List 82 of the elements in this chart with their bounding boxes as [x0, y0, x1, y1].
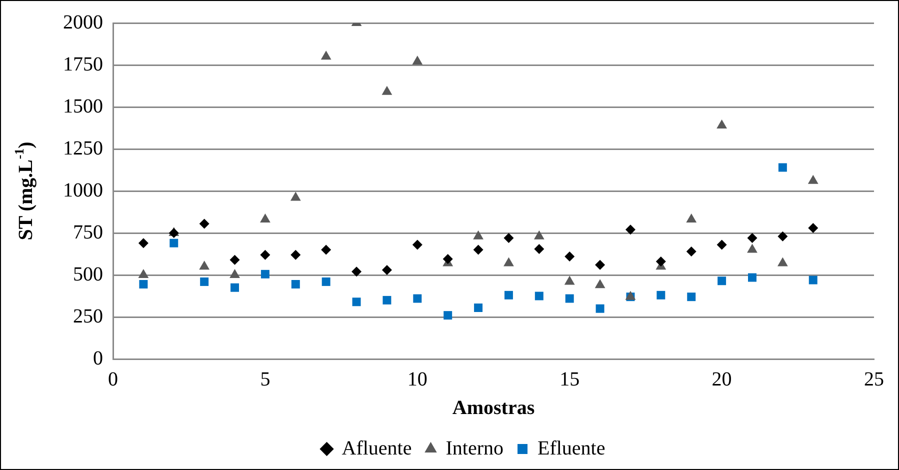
point	[656, 256, 666, 267]
point	[473, 244, 484, 255]
point	[596, 304, 604, 313]
point	[412, 240, 422, 250]
point	[686, 214, 697, 223]
point	[260, 214, 270, 223]
point	[747, 233, 758, 244]
legend-label: Efluente	[537, 437, 606, 460]
point	[170, 238, 178, 248]
point	[595, 260, 606, 270]
point	[199, 218, 210, 229]
x-tick-label: 25	[864, 368, 884, 390]
point	[687, 292, 696, 302]
y-tick-label: 1750	[63, 53, 103, 76]
point	[291, 280, 300, 288]
point	[290, 250, 301, 260]
y-tick-label: 0	[93, 347, 103, 370]
x-tick-label: 5	[260, 368, 270, 390]
point	[564, 276, 575, 285]
x-tick-label: 20	[712, 368, 732, 390]
point	[382, 86, 392, 95]
y-tick-label: 1500	[63, 95, 103, 118]
point	[412, 56, 423, 65]
point	[504, 290, 513, 300]
point	[777, 257, 788, 266]
point	[352, 266, 362, 277]
x-tick-label: 15	[560, 368, 580, 390]
point	[778, 163, 787, 172]
point	[718, 276, 726, 286]
point	[565, 294, 574, 303]
point	[808, 276, 818, 284]
y-axis-title: ST (mg.L-1)	[11, 142, 38, 240]
legend-label: Afluente	[342, 437, 412, 460]
point	[625, 224, 636, 235]
point	[747, 244, 758, 253]
point	[382, 264, 392, 275]
point	[594, 279, 606, 288]
y-tick-label: 1000	[63, 179, 103, 202]
y-tick-label: 250	[73, 305, 103, 328]
legend-label: Interno	[446, 437, 504, 460]
point	[808, 222, 818, 233]
point	[199, 260, 210, 270]
point	[322, 277, 330, 286]
point	[138, 269, 149, 278]
point	[444, 311, 452, 320]
x-axis-title: Amostras	[452, 397, 535, 420]
point	[534, 230, 544, 240]
point	[474, 304, 483, 312]
point	[290, 192, 301, 201]
point	[352, 298, 361, 306]
point	[200, 277, 209, 286]
point	[564, 252, 575, 262]
point	[260, 250, 270, 260]
point	[260, 270, 270, 278]
point	[504, 233, 514, 244]
point	[442, 254, 453, 264]
point	[534, 292, 544, 300]
point	[686, 246, 696, 256]
point	[656, 290, 666, 300]
point	[230, 269, 240, 278]
point	[138, 238, 148, 248]
point	[716, 119, 727, 128]
point	[230, 254, 240, 265]
point	[808, 174, 818, 184]
y-tick-label: 1250	[63, 137, 103, 160]
point	[716, 240, 727, 250]
y-tick-label: 750	[73, 221, 103, 244]
point	[230, 283, 240, 292]
y-tick-label: 500	[73, 263, 103, 286]
point	[504, 257, 514, 266]
point	[473, 230, 484, 240]
point	[320, 50, 332, 60]
x-tick-label: 0	[108, 368, 118, 390]
point	[139, 280, 148, 288]
point	[748, 273, 756, 282]
point	[778, 231, 788, 242]
point	[321, 244, 332, 255]
y-tick-label: 2000	[63, 11, 103, 34]
point	[382, 296, 392, 304]
point	[534, 244, 544, 254]
point	[413, 294, 422, 303]
x-tick-label: 10	[407, 368, 428, 390]
